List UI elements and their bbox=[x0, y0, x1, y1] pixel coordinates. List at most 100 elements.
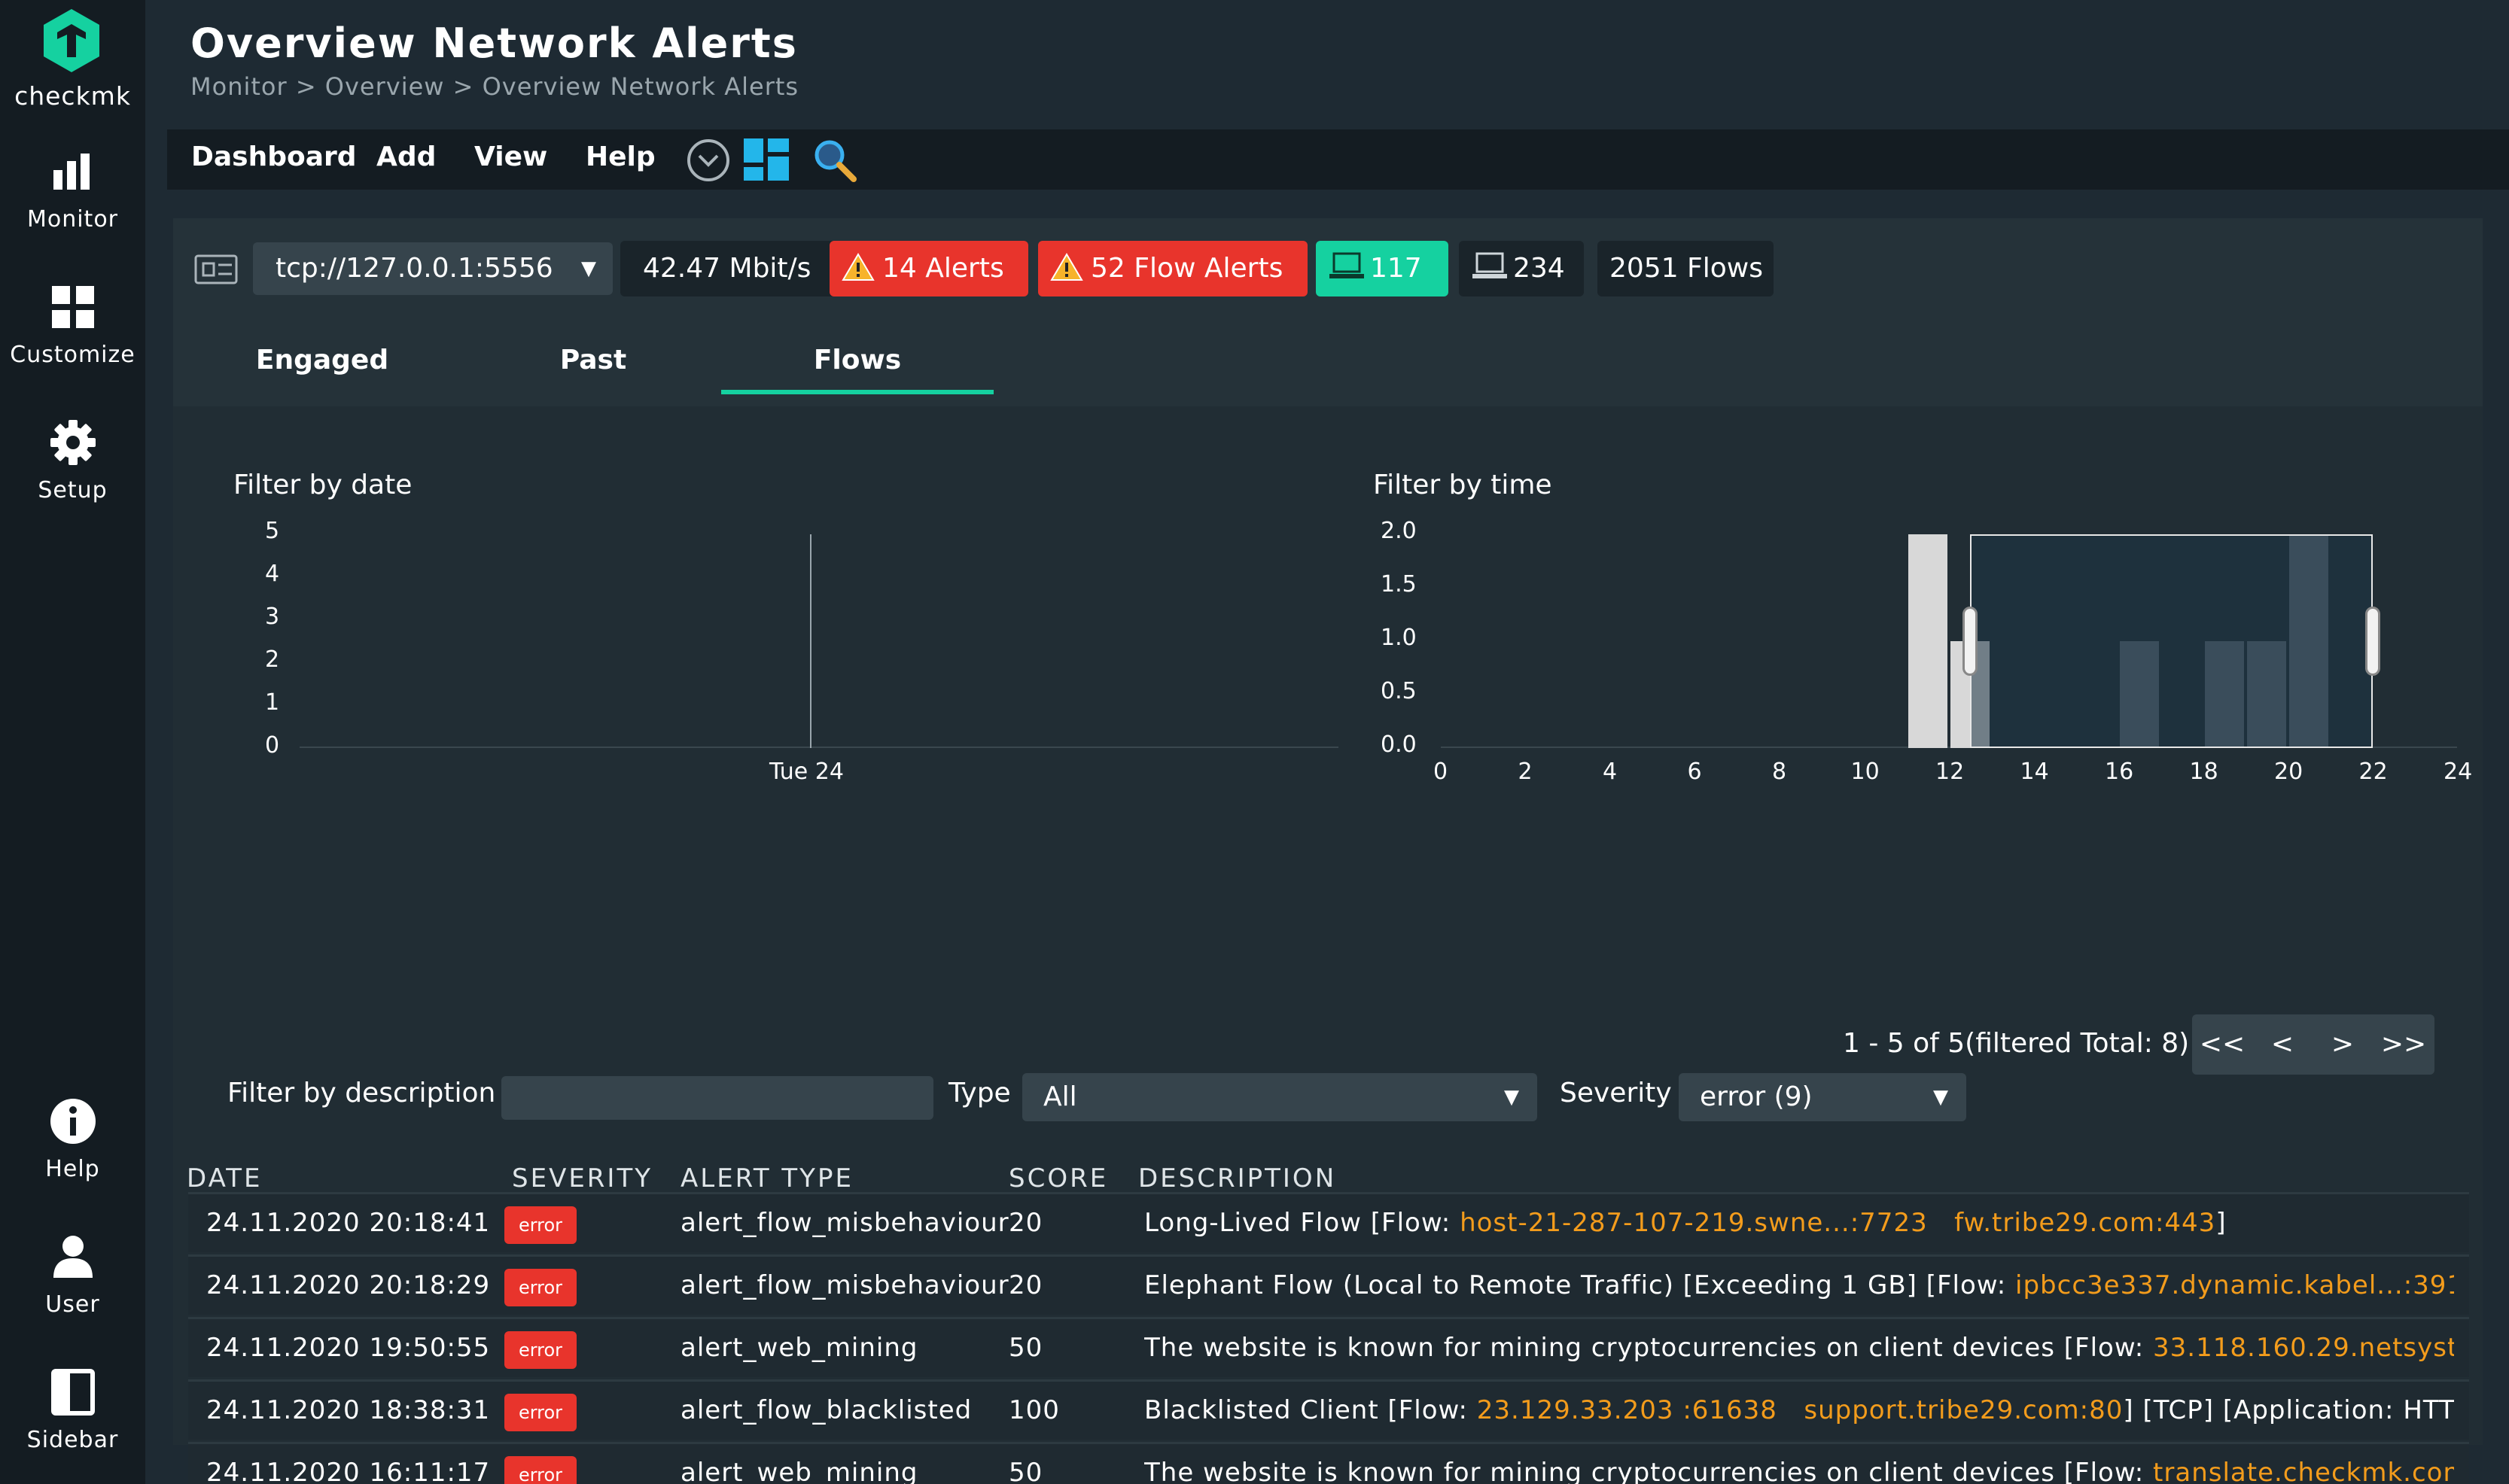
alert-type: alert_flow_misbehaviour bbox=[681, 1270, 1009, 1300]
table-row[interactable]: 24.11.2020 16:11:17 error alert_web_mining… bbox=[188, 1442, 2469, 1484]
alert-score: 50 bbox=[1009, 1333, 1043, 1363]
last-page-button[interactable]: >> bbox=[2380, 1029, 2427, 1060]
flow-link[interactable]: 33.118.160.29.netsystems... bbox=[2153, 1333, 2454, 1363]
y-tick: 1 bbox=[265, 689, 280, 716]
y-tick: 5 bbox=[265, 518, 280, 544]
x-tick: 10 bbox=[1850, 759, 1880, 785]
y-tick: 2 bbox=[265, 646, 280, 673]
sidebar-item-setup[interactable]: Setup bbox=[0, 418, 145, 503]
sidebar-item-customize[interactable]: Customize bbox=[0, 283, 145, 368]
menu-add[interactable]: Add bbox=[376, 141, 437, 172]
sidebar-item-monitor[interactable]: Monitor bbox=[0, 147, 145, 233]
column-header-severity[interactable]: SEVERITY bbox=[512, 1163, 653, 1194]
chevron-down-icon: ▼ bbox=[1504, 1086, 1519, 1108]
warning-icon bbox=[842, 253, 875, 281]
next-page-button[interactable]: > bbox=[2331, 1029, 2355, 1060]
dashboard-layout-icon[interactable] bbox=[744, 138, 789, 181]
column-header-date[interactable]: DATE bbox=[187, 1163, 263, 1194]
menu-dashboard[interactable]: Dashboard bbox=[191, 141, 357, 172]
search-icon[interactable] bbox=[813, 138, 857, 182]
x-tick: 24 bbox=[2444, 759, 2473, 785]
description-filter-label: Filter by description bbox=[227, 1078, 496, 1108]
alert-date: 24.11.2020 18:38:31 bbox=[206, 1395, 491, 1425]
flow-link[interactable]: :80 bbox=[2079, 1395, 2124, 1425]
menu-help[interactable]: Help bbox=[586, 141, 656, 172]
table-row[interactable]: 24.11.2020 20:18:41 error alert_flow_misbe… bbox=[188, 1192, 2469, 1252]
chevron-down-circle-icon[interactable] bbox=[687, 138, 730, 182]
first-page-button[interactable]: << bbox=[2199, 1029, 2246, 1060]
flows-count: 2051 Flows bbox=[1609, 253, 1763, 284]
monitor-icon bbox=[53, 154, 90, 190]
x-tick: 0 bbox=[1433, 759, 1448, 785]
alert-type: alert_flow_blacklisted bbox=[681, 1395, 973, 1425]
menu-view[interactable]: View bbox=[474, 141, 548, 172]
severity-filter-label: Severity bbox=[1560, 1078, 1672, 1108]
sidebar-item-label: Setup bbox=[38, 477, 108, 503]
sidebar-item-help[interactable]: Help bbox=[0, 1097, 145, 1182]
interface-select[interactable]: tcp://127.0.0.1:5556 ▼ bbox=[253, 242, 613, 295]
severity-filter-select[interactable]: error (9) ▼ bbox=[1679, 1073, 1966, 1121]
alert-description: The website is known for mining cryptocu… bbox=[1144, 1458, 2454, 1484]
alert-date: 24.11.2020 20:18:41 bbox=[206, 1208, 491, 1238]
column-header-alert-type[interactable]: ALERT TYPE bbox=[681, 1163, 854, 1194]
x-tick: 14 bbox=[2020, 759, 2049, 785]
alerts-badge[interactable]: 14 Alerts bbox=[830, 241, 1028, 296]
severity-badge: error bbox=[504, 1394, 577, 1431]
flow-link[interactable]: 23.129.33.203 bbox=[1476, 1395, 1674, 1425]
active-hosts-badge[interactable]: 117 bbox=[1316, 241, 1448, 296]
alert-date: 24.11.2020 20:18:29 bbox=[206, 1270, 491, 1300]
y-tick: 1.0 bbox=[1381, 625, 1417, 651]
table-row[interactable]: 24.11.2020 20:18:29 error alert_flow_misbe… bbox=[188, 1254, 2469, 1315]
flow-link[interactable]: fw.tribe29.com bbox=[1954, 1208, 2155, 1238]
table-row[interactable]: 24.11.2020 18:38:31 error alert_flow_black… bbox=[188, 1379, 2469, 1440]
flow-link[interactable]: :443 bbox=[2154, 1208, 2216, 1238]
flows-badge[interactable]: 2051 Flows bbox=[1597, 241, 1774, 296]
severity-badge: error bbox=[504, 1206, 577, 1244]
date-chart-marker[interactable] bbox=[810, 534, 811, 748]
description-text: Long-Lived Flow [Flow: bbox=[1144, 1208, 1460, 1238]
column-header-score[interactable]: SCORE bbox=[1009, 1163, 1109, 1194]
flow-link[interactable]: host-21-287-107-219.swne... bbox=[1460, 1208, 1850, 1238]
flow-link[interactable]: :39192 bbox=[2403, 1270, 2454, 1300]
brush-right-handle[interactable] bbox=[2364, 607, 2380, 676]
severity-badge: error bbox=[504, 1456, 577, 1484]
sidebar-item-sidebar[interactable]: Sidebar bbox=[0, 1368, 145, 1453]
tab-engaged[interactable]: Engaged bbox=[255, 345, 389, 376]
description-filter-input[interactable] bbox=[501, 1076, 933, 1120]
flow-link[interactable]: :61638 bbox=[1673, 1395, 1777, 1425]
description-text bbox=[1928, 1208, 1954, 1238]
main-content: tcp://127.0.0.1:5556 ▼ 42.47 Mbit/s 14 A… bbox=[173, 218, 2483, 1484]
info-icon bbox=[50, 1099, 96, 1144]
description-text bbox=[1777, 1395, 1804, 1425]
flow-alerts-badge[interactable]: 52 Flow Alerts bbox=[1038, 241, 1308, 296]
tab-past[interactable]: Past bbox=[559, 345, 627, 376]
time-bar[interactable] bbox=[1908, 534, 1947, 748]
tab-flows[interactable]: Flows bbox=[813, 345, 902, 376]
pagination-controls: << < > >> bbox=[2192, 1014, 2434, 1075]
breadcrumb-item[interactable]: Monitor bbox=[190, 72, 288, 101]
sidebar-item-user[interactable]: User bbox=[0, 1233, 145, 1318]
flow-link[interactable]: translate.checkmk.com bbox=[2153, 1458, 2454, 1484]
flow-link[interactable]: ipbcc3e337.dynamic.kabel... bbox=[2015, 1270, 2404, 1300]
sidebar: checkmk Monitor Customize Setup bbox=[0, 0, 145, 1484]
x-tick: 6 bbox=[1687, 759, 1702, 785]
time-chart-plot[interactable] bbox=[1441, 534, 2457, 748]
time-brush-selection[interactable] bbox=[1970, 534, 2373, 748]
y-tick: 4 bbox=[265, 561, 280, 587]
prev-page-button[interactable]: < bbox=[2270, 1029, 2294, 1060]
laptop-icon bbox=[1472, 252, 1507, 278]
flow-link[interactable]: support.tribe29.com bbox=[1804, 1395, 2080, 1425]
type-filter-select[interactable]: All ▼ bbox=[1022, 1073, 1537, 1121]
column-header-description[interactable]: DESCRIPTION bbox=[1138, 1163, 1337, 1194]
table-row[interactable]: 24.11.2020 19:50:55 error alert_web_mining… bbox=[188, 1317, 2469, 1377]
breadcrumb-separator: > bbox=[452, 72, 474, 101]
breadcrumb-item[interactable]: Overview bbox=[324, 72, 445, 101]
page-header: Overview Network Alerts Monitor > Overvi… bbox=[145, 0, 2509, 129]
checkmk-logo[interactable]: checkmk bbox=[0, 0, 145, 120]
breadcrumb-item: Overview Network Alerts bbox=[482, 72, 799, 101]
user-icon bbox=[53, 1236, 93, 1278]
total-hosts-badge[interactable]: 234 bbox=[1459, 241, 1584, 296]
brush-left-handle[interactable] bbox=[1962, 607, 1978, 676]
checkmk-logo-icon bbox=[44, 9, 99, 72]
flow-link[interactable]: :7723 bbox=[1850, 1208, 1928, 1238]
